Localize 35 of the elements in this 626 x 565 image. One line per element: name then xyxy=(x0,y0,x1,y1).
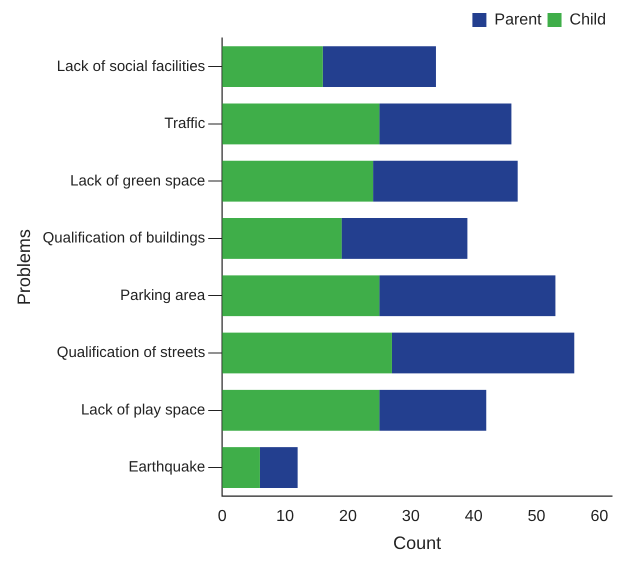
legend-label: Parent xyxy=(494,11,542,28)
x-tick-label: 20 xyxy=(339,508,357,526)
y-axis-title: Problems xyxy=(14,229,34,306)
bar xyxy=(222,160,374,202)
bar xyxy=(222,104,380,144)
bar xyxy=(379,104,512,144)
bar xyxy=(342,218,468,259)
bar xyxy=(392,332,574,374)
y-tick-label: Parking area xyxy=(120,286,206,304)
x-tick-label: 40 xyxy=(464,508,483,526)
y-tick-label: Qualification of buildings xyxy=(42,230,206,247)
bar xyxy=(222,46,323,88)
x-tick-label: 0 xyxy=(218,508,227,526)
y-tick-label: Qualification of streets xyxy=(56,344,206,362)
x-tick-label: 30 xyxy=(402,508,420,526)
y-tick-label: Earthquake xyxy=(128,458,206,476)
bar xyxy=(373,160,518,202)
bar xyxy=(260,447,298,488)
legend-label: Child xyxy=(570,11,606,28)
bar xyxy=(222,218,342,259)
bar xyxy=(322,46,436,88)
y-tick-label: Lack of green space xyxy=(70,172,206,190)
bar xyxy=(222,390,380,431)
x-tick-label: 10 xyxy=(276,508,294,526)
y-tick-label: Lack of play space xyxy=(80,401,206,418)
bar xyxy=(379,390,486,431)
x-tick-label: 50 xyxy=(528,508,546,526)
bar xyxy=(379,275,556,316)
x-tick-label: 60 xyxy=(590,508,608,526)
y-tick-label: Traffic xyxy=(164,115,206,132)
y-tick-label: Lack of social facilities xyxy=(56,58,206,75)
bar xyxy=(222,447,260,488)
x-axis-title: Count xyxy=(393,533,442,554)
bar xyxy=(222,332,392,374)
bar xyxy=(222,275,380,316)
